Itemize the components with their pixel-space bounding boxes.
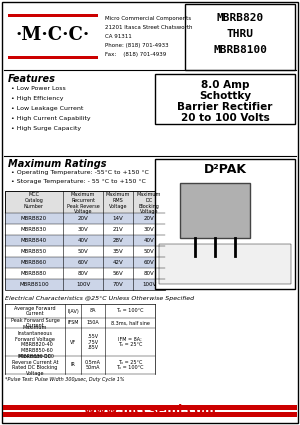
Text: 20V: 20V — [78, 216, 88, 221]
Text: Schottky: Schottky — [199, 91, 251, 101]
Text: MBRB860: MBRB860 — [21, 260, 47, 265]
Text: 60V: 60V — [144, 260, 154, 265]
Text: 8.0 Amp: 8.0 Amp — [201, 80, 249, 90]
Text: 21V: 21V — [112, 227, 123, 232]
Text: MBRB850: MBRB850 — [21, 249, 47, 254]
Text: • Low Power Loss: • Low Power Loss — [11, 86, 66, 91]
Text: 30V: 30V — [144, 227, 154, 232]
Text: www.mccsemi.com: www.mccsemi.com — [84, 405, 216, 417]
Text: 80V: 80V — [144, 271, 154, 276]
Text: • Operating Temperature: -55°C to +150 °C: • Operating Temperature: -55°C to +150 °… — [11, 170, 149, 175]
Bar — [3, 405, 297, 410]
Text: MBRB8100: MBRB8100 — [213, 45, 267, 55]
Text: .55V
.75V
.85V: .55V .75V .85V — [87, 334, 99, 350]
Bar — [155, 74, 295, 124]
Text: MBRB880: MBRB880 — [21, 271, 47, 276]
Text: Micro Commercial Components: Micro Commercial Components — [105, 16, 191, 21]
Bar — [5, 191, 165, 290]
Text: 20V: 20V — [144, 216, 154, 221]
Bar — [159, 244, 291, 284]
Text: 20 to 100 Volts: 20 to 100 Volts — [181, 113, 269, 123]
Bar — [5, 279, 165, 290]
Text: 50V: 50V — [144, 249, 154, 254]
Bar — [3, 412, 297, 417]
Bar — [180, 183, 250, 238]
Text: Tₓ = 25°C
Tₓ = 100°C: Tₓ = 25°C Tₓ = 100°C — [116, 360, 144, 371]
Text: 8A: 8A — [90, 309, 96, 314]
Bar — [5, 213, 165, 224]
Text: Peak Forward Surge
Current: Peak Forward Surge Current — [11, 317, 59, 329]
Bar — [5, 268, 165, 279]
Text: 60V: 60V — [78, 260, 88, 265]
Bar — [5, 191, 165, 213]
Text: ·M·C·C·: ·M·C·C· — [16, 26, 90, 44]
Text: 40V: 40V — [144, 238, 154, 243]
Text: IFSM: IFSM — [67, 320, 79, 326]
Text: THRU: THRU — [226, 29, 254, 39]
Text: IR: IR — [70, 363, 75, 368]
Text: 8.3ms, half sine: 8.3ms, half sine — [111, 320, 149, 326]
Text: Barrier Rectifier: Barrier Rectifier — [177, 102, 273, 112]
Text: 100V: 100V — [142, 282, 156, 287]
Text: • High Efficiency: • High Efficiency — [11, 96, 64, 101]
Bar — [5, 224, 165, 235]
Text: Tₓ = 100°C: Tₓ = 100°C — [116, 309, 144, 314]
Text: 100V: 100V — [76, 282, 90, 287]
Text: Maximum
DC
Blocking
Voltage: Maximum DC Blocking Voltage — [137, 192, 161, 214]
Text: 70V: 70V — [112, 282, 123, 287]
Text: Maximum
RMS
Voltage: Maximum RMS Voltage — [106, 192, 130, 209]
Text: D²PAK: D²PAK — [203, 163, 247, 176]
Text: • High Current Capability: • High Current Capability — [11, 116, 91, 121]
Text: 42V: 42V — [112, 260, 123, 265]
Text: 35V: 35V — [112, 249, 123, 254]
Text: Maximum
Instantaneous
Forward Voltage
  MBRB820-40
  MBRB850-60
  MBRB880-100: Maximum Instantaneous Forward Voltage MB… — [15, 325, 55, 359]
Text: 150A: 150A — [87, 320, 99, 326]
Text: Maximum Ratings: Maximum Ratings — [8, 159, 106, 169]
Text: VF: VF — [70, 340, 76, 345]
Text: • Low Leakage Current: • Low Leakage Current — [11, 106, 83, 111]
Text: Maximum DC
Reverse Current At
Rated DC Blocking
Voltage: Maximum DC Reverse Current At Rated DC B… — [12, 354, 58, 376]
Bar — [5, 235, 165, 246]
Text: MCC
Catalog
Number: MCC Catalog Number — [24, 192, 44, 209]
Text: MBRB8100: MBRB8100 — [19, 282, 49, 287]
Bar — [5, 246, 165, 257]
Text: 40V: 40V — [78, 238, 88, 243]
Text: Electrical Characteristics @25°C Unless Otherwise Specified: Electrical Characteristics @25°C Unless … — [5, 296, 194, 301]
Text: 80V: 80V — [78, 271, 88, 276]
Text: 28V: 28V — [112, 238, 123, 243]
Bar — [185, 4, 295, 70]
Text: 14V: 14V — [112, 216, 123, 221]
Text: • Storage Temperature: - 55 °C to +150 °C: • Storage Temperature: - 55 °C to +150 °… — [11, 179, 146, 184]
Text: • High Surge Capacity: • High Surge Capacity — [11, 126, 81, 131]
Text: 50V: 50V — [78, 249, 88, 254]
Bar — [5, 257, 165, 268]
Text: Features: Features — [8, 74, 56, 84]
Text: Fax:    (818) 701-4939: Fax: (818) 701-4939 — [105, 52, 166, 57]
Text: Maximum
Recurrent
Peak Reverse
Voltage: Maximum Recurrent Peak Reverse Voltage — [67, 192, 99, 214]
Text: I(AV): I(AV) — [67, 309, 79, 314]
Text: IFM = 8A;
Tₓ = 25°C: IFM = 8A; Tₓ = 25°C — [118, 337, 142, 347]
Text: MBRB830: MBRB830 — [21, 227, 47, 232]
Text: Average Forward
Current: Average Forward Current — [14, 306, 56, 316]
Text: Phone: (818) 701-4933: Phone: (818) 701-4933 — [105, 43, 169, 48]
Bar — [155, 159, 295, 289]
Bar — [8, 56, 98, 59]
Text: 21201 Itasca Street Chatsworth: 21201 Itasca Street Chatsworth — [105, 25, 193, 30]
Text: *Pulse Test: Pulse Width 300μsec, Duty Cycle 1%: *Pulse Test: Pulse Width 300μsec, Duty C… — [5, 377, 124, 382]
Text: 30V: 30V — [78, 227, 88, 232]
Text: CA 91311: CA 91311 — [105, 34, 132, 39]
Bar — [8, 14, 98, 17]
Text: 0.5mA
50mA: 0.5mA 50mA — [85, 360, 101, 371]
Text: MBRB840: MBRB840 — [21, 238, 47, 243]
Text: 56V: 56V — [112, 271, 123, 276]
Text: MBRB820: MBRB820 — [21, 216, 47, 221]
Text: MBRB820: MBRB820 — [216, 13, 264, 23]
